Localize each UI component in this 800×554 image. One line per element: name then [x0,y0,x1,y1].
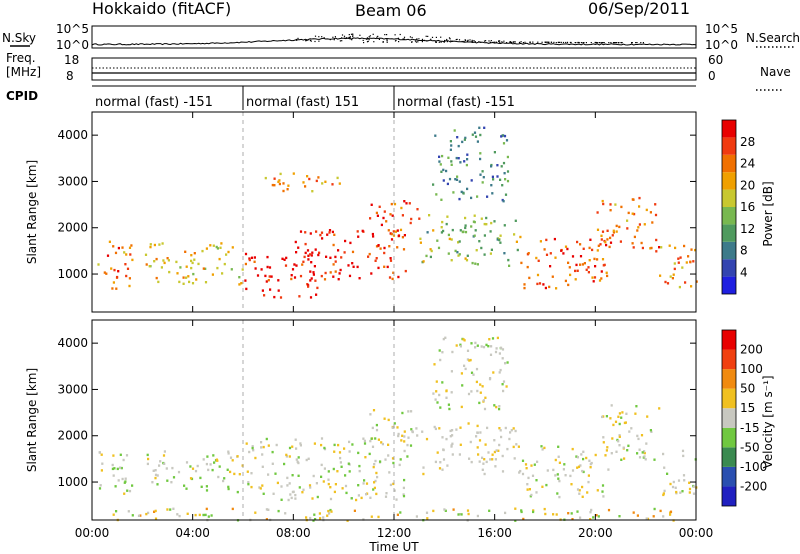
colorbar-swatch [722,241,736,260]
velocity-panel: 1000 2000 3000 4000 Slant Range [km] 200 100… [25,112,775,554]
colorbar-swatch [722,137,736,155]
y-tick-label: 2000 [57,429,88,443]
y-tick-label: 2000 [57,221,88,235]
beam-title: Beam 06 [355,1,427,20]
velocity-ylabel: Slant Range [km] [25,368,39,472]
colorbar-swatch [722,172,736,190]
colorbar-tick: 50 [740,382,755,396]
nave-tick-bottom: 0 [708,69,716,83]
nave-tick-top: 60 [708,53,723,67]
colorbar-swatch [722,224,736,242]
colorbar-tick: 8 [740,244,748,258]
colorbar-tick: 20 [740,178,755,192]
x-tick-label: 20:00 [578,526,613,540]
colorbar-tick: -100 [740,460,767,474]
right-tick-bottom: 10^0 [705,38,738,52]
x-tick-label: 00:00 [75,526,110,540]
freq-unit: [MHz] [6,65,41,79]
x-tick-label: 04:00 [175,526,210,540]
colorbar-swatch [722,486,736,506]
y-tick-label: 1000 [57,475,88,489]
colorbar-tick: 100 [740,362,763,376]
x-tick-label: 00:00 [679,526,714,540]
colorbar-tick: 4 [740,265,748,279]
colorbar-swatch [722,276,736,294]
colorbar-tick: 24 [740,157,755,171]
freq-label: Freq. [6,51,36,65]
colorbar-swatch [722,330,736,350]
colorbar-swatch [722,154,736,173]
colorbar-swatch [722,447,736,467]
cpid-label: CPID [6,89,38,103]
colorbar-swatch [722,207,736,225]
nave-label: Nave [760,65,791,79]
x-tick-label: 16:00 [477,526,512,540]
cpid-segment-label: normal (fast) 151 [246,95,359,110]
colorbar-swatch [722,388,736,409]
x-axis-label: Time UT [368,540,419,554]
right-tick-top: 10^5 [705,22,738,36]
station-title: Hokkaido (fitACF) [92,0,231,18]
noise-panel: N.Sky 10^5 10^0 10^5 10^0 N.Search [2,22,800,52]
power-ylabel: Slant Range [km] [25,160,39,264]
cpid-segment-label: normal (fast) -151 [397,95,515,110]
cpid-strip: CPID normal (fast) -151 normal (fast) 151… [6,85,696,110]
colorbar-tick: -50 [740,440,760,454]
colorbar-swatch [722,427,736,448]
y-tick-label: 4000 [57,336,88,350]
colorbar-tick: 12 [740,222,755,236]
y-tick-label: 4000 [57,128,88,142]
colorbar-swatch [722,349,736,370]
colorbar-swatch [722,408,736,428]
colorbar-tick: 28 [740,135,755,149]
x-tick-label: 12:00 [377,526,412,540]
nsearch-label: N.Search [746,31,800,45]
colorbar-tick: 200 [740,343,763,357]
power-colorbar-label: Power [dB] [761,181,775,246]
y-tick-label: 1000 [57,267,88,281]
left-tick-bottom: 10^0 [56,38,89,52]
velocity-colorbar-label: Velocity [m s⁻¹] [761,375,775,468]
colorbar-swatch [722,369,736,389]
date-title: 06/Sep/2011 [588,0,690,18]
power-panel: 1000 2000 3000 4000 Slant Range [km] 4 8 12 16… [25,111,775,313]
colorbar-swatch [722,466,736,487]
nsky-label: N.Sky [2,31,36,45]
cpid-segment-label: normal (fast) -151 [95,95,213,110]
colorbar-swatch [722,259,736,277]
colorbar-tick: -15 [740,421,760,435]
freq-tick-bottom: 8 [66,69,74,83]
freq-tick-top: 18 [64,53,79,67]
x-tick-label: 08:00 [276,526,311,540]
left-tick-top: 10^5 [56,22,89,36]
freq-panel: Freq. [MHz] 18 8 60 0 Nave [6,51,791,91]
y-tick-label: 3000 [57,382,88,396]
y-tick-label: 3000 [57,174,88,188]
colorbar-tick: 16 [740,200,755,214]
colorbar-swatch [722,120,736,138]
colorbar-swatch [722,189,736,207]
colorbar-tick: -200 [740,479,767,493]
colorbar-tick: 15 [740,401,755,415]
